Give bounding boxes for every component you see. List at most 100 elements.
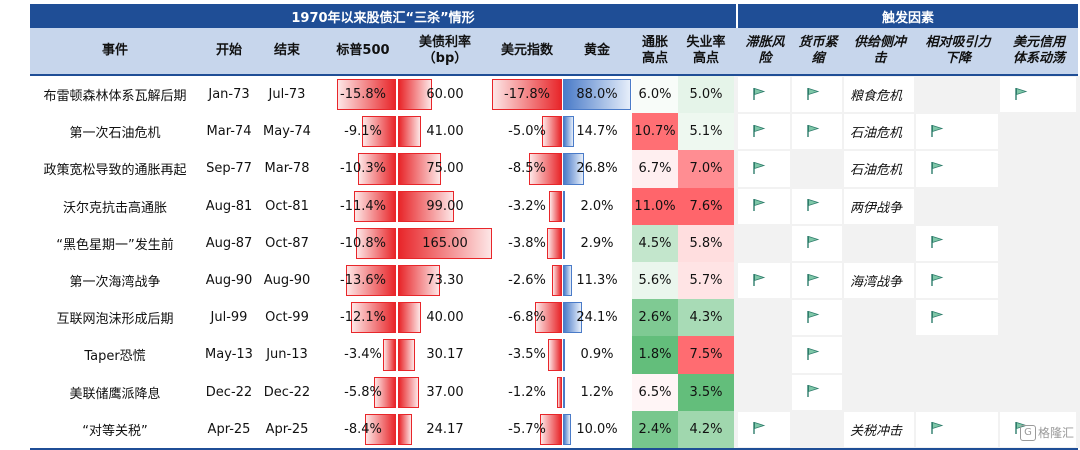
event-name: 第一次石油危机	[69, 126, 161, 142]
cpi-peak-cell: 6.0%	[632, 76, 678, 114]
ust-yield-bar	[398, 79, 433, 111]
start-date: Aug-81	[205, 198, 253, 214]
supply-shock-label: 关税冲击	[850, 423, 903, 439]
sp500-value: -13.6%	[340, 273, 386, 289]
cpi-peak-cell: 1.8%	[632, 336, 678, 374]
sp500-bar	[357, 153, 396, 185]
trigger-cell-tightening	[792, 188, 842, 224]
flag-icon	[753, 273, 766, 286]
title-main-banner: 1970年以来股债汇“三杀”情形	[30, 4, 736, 28]
start-date: Apr-25	[207, 421, 251, 437]
dxy-bar	[548, 339, 562, 371]
ust-yield-bar	[398, 376, 420, 408]
unemployment-peak-cell: 5.1%	[678, 113, 734, 151]
supply-shock-label: 石油危机	[850, 163, 903, 179]
trigger-cell-tightening	[792, 374, 842, 410]
event-name: 政策宽松导致的通胀再起	[43, 163, 187, 179]
flag-icon	[931, 273, 944, 286]
ust-yield-value: 37.00	[426, 384, 464, 400]
gold-value: 10.0%	[576, 421, 618, 437]
gold-value: 0.9%	[580, 347, 614, 363]
title-trigger-banner: 触发因素	[738, 4, 1078, 28]
gold-value: 14.7%	[576, 124, 618, 140]
trigger-cell-tightening	[792, 114, 842, 150]
gold-value: 11.3%	[576, 273, 618, 289]
flag-icon	[807, 124, 820, 137]
cpi-peak-cell: 2.4%	[632, 410, 678, 448]
sp500-value: -11.4%	[340, 198, 386, 214]
start-date: May-13	[205, 347, 253, 363]
dxy-value: -6.8%	[508, 310, 546, 326]
end-date: Apr-25	[265, 421, 309, 437]
flag-icon	[753, 124, 766, 137]
gold-bar	[563, 153, 584, 185]
supply-shock-label: 海湾战争	[850, 275, 903, 291]
sp500-bar	[337, 79, 396, 111]
sp500-value: -3.4%	[344, 347, 382, 363]
cpi-peak-cell: 4.5%	[632, 224, 678, 262]
unemployment-peak-cell: 7.0%	[678, 150, 734, 188]
dxy-value: -1.2%	[508, 384, 546, 400]
trigger-cell-supply-shock	[844, 114, 914, 150]
trigger-cell-usd-credit	[1000, 77, 1076, 113]
end-date: Oct-99	[265, 310, 309, 326]
trigger-cell-supply-shock	[844, 77, 914, 113]
dxy-value: -5.7%	[508, 421, 546, 437]
unemployment-peak-cell: 4.3%	[678, 299, 734, 337]
supply-shock-label: 石油危机	[850, 126, 903, 142]
ust-yield-bar	[398, 190, 455, 222]
event-name: 布雷顿森林体系瓦解后期	[43, 89, 187, 105]
ust-yield-value: 40.00	[426, 310, 464, 326]
end-date: Aug-90	[263, 273, 311, 289]
flag-icon	[931, 161, 944, 174]
flag-icon	[807, 236, 820, 249]
col-header-trig-tight: 货币紧 缩	[792, 28, 844, 74]
flag-icon	[1015, 87, 1028, 100]
trigger-cell-supply-shock	[844, 411, 914, 447]
flag-icon	[931, 124, 944, 137]
trigger-cell-relative-attractiveness	[916, 114, 998, 150]
unemployment-peak-cell: 5.0%	[678, 76, 734, 114]
flag-icon	[753, 199, 766, 212]
start-date: Aug-87	[205, 235, 253, 251]
gold-bar	[563, 302, 582, 334]
cpi-peak-cell: 6.7%	[632, 150, 678, 188]
flag-icon	[807, 273, 820, 286]
dxy-bar	[547, 227, 562, 259]
end-date: Oct-87	[265, 235, 309, 251]
end-date: Jul-73	[268, 87, 306, 103]
header-divider	[30, 74, 1078, 76]
dxy-bar	[535, 302, 562, 334]
end-date: Mar-78	[264, 161, 310, 177]
table-bottom-border	[30, 448, 1078, 450]
col-header-unemp: 失业率 高点	[678, 28, 734, 74]
trigger-cell-relative-attractiveness	[916, 263, 998, 299]
dxy-value: -17.8%	[504, 87, 550, 103]
cpi-peak-cell: 5.6%	[632, 262, 678, 300]
trigger-cell-relative-attractiveness	[916, 151, 998, 187]
start-date: Mar-74	[206, 124, 252, 140]
sp500-value: -10.8%	[340, 235, 386, 251]
gold-bar	[563, 116, 575, 148]
dxy-value: -2.6%	[508, 273, 546, 289]
trigger-cell-relative-attractiveness	[916, 225, 998, 261]
col-header-cpi: 通胀 高点	[632, 28, 678, 74]
ust-yield-bar	[398, 116, 422, 148]
event-name: “对等关税”	[82, 423, 148, 439]
trigger-cell-tightening	[792, 337, 842, 373]
end-date: Jun-13	[266, 347, 308, 363]
flag-icon	[931, 422, 944, 435]
end-date: May-74	[263, 124, 311, 140]
gold-bar	[563, 79, 631, 111]
trigger-cell-supply-shock	[844, 188, 914, 224]
event-name: 沃尔克抗击高通胀	[62, 200, 167, 216]
trigger-cell-stagflation	[738, 151, 790, 187]
supply-shock-label: 粮食危机	[850, 89, 903, 105]
sp500-value: -9.1%	[344, 124, 382, 140]
end-date: Oct-81	[265, 198, 309, 214]
flag-icon	[807, 310, 820, 323]
col-header-trig-relative: 相对吸引力 下降	[916, 28, 1000, 74]
unemployment-peak-cell: 5.8%	[678, 224, 734, 262]
unemployment-peak-cell: 7.6%	[678, 187, 734, 225]
gold-bar	[563, 265, 572, 297]
